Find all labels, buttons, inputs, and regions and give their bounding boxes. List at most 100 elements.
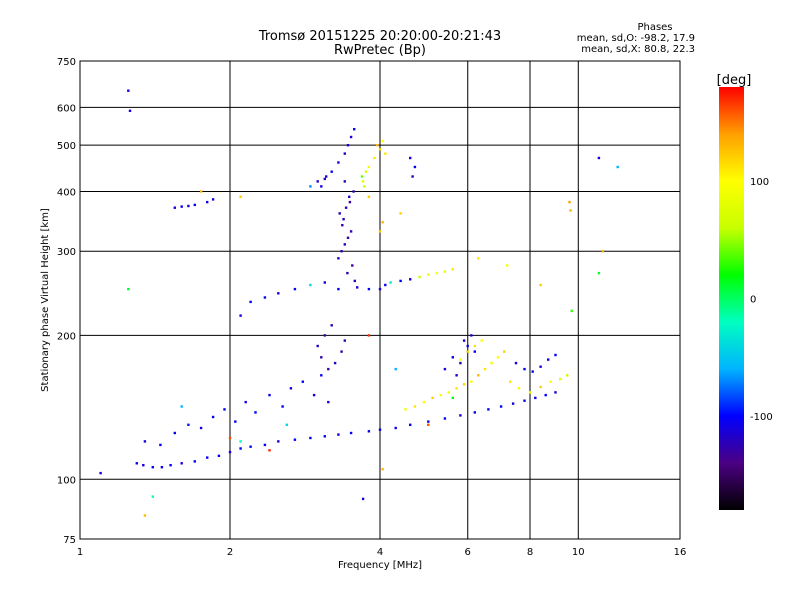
data-point	[143, 440, 147, 443]
data-point	[566, 374, 569, 377]
data-point	[349, 230, 353, 233]
data-point	[346, 271, 349, 275]
data-point	[399, 279, 402, 283]
data-point	[337, 257, 340, 260]
data-point	[263, 296, 267, 299]
data-point	[570, 309, 573, 313]
data-point	[389, 281, 392, 284]
data-point	[309, 283, 312, 287]
data-point	[285, 423, 288, 426]
data-point	[352, 190, 355, 193]
data-point	[320, 185, 323, 188]
data-point	[142, 464, 145, 467]
data-point	[180, 405, 183, 408]
data-point	[349, 431, 353, 435]
data-point	[228, 450, 232, 454]
data-point	[409, 278, 412, 281]
data-point	[447, 391, 451, 394]
data-points	[99, 89, 619, 517]
data-point	[514, 361, 518, 365]
x-axis-label: Frequency [MHz]	[338, 560, 422, 571]
data-point	[239, 195, 242, 198]
x-tick-label: 8	[527, 547, 533, 558]
data-point	[597, 271, 601, 275]
x-tick-label: 10	[572, 547, 585, 558]
data-point	[323, 281, 326, 284]
data-point	[143, 514, 147, 517]
data-point	[356, 286, 359, 289]
data-point	[554, 391, 557, 394]
data-point	[340, 250, 343, 253]
y-tick-label: 600	[57, 103, 76, 114]
data-point	[399, 212, 402, 215]
y-tick-label: 200	[57, 331, 76, 342]
data-point	[206, 200, 209, 204]
data-point	[381, 139, 384, 143]
data-point	[367, 287, 371, 291]
data-point	[263, 443, 267, 447]
data-point	[422, 400, 426, 404]
y-tick-label: 400	[57, 187, 76, 198]
data-point	[443, 270, 447, 273]
grid-lines	[80, 61, 680, 539]
data-point	[333, 361, 337, 365]
data-point	[343, 152, 346, 155]
data-point	[367, 430, 371, 433]
data-point	[323, 334, 326, 337]
data-point	[523, 399, 526, 402]
data-point	[466, 350, 469, 353]
data-point	[360, 175, 364, 178]
data-point	[223, 408, 226, 411]
data-point	[348, 195, 351, 198]
colorbar-label: [deg]	[717, 73, 752, 88]
data-point	[193, 203, 196, 207]
chart-title: Tromsø 20151225 20:20:00-20:21:43	[258, 29, 501, 44]
data-point	[378, 287, 382, 291]
data-point	[431, 396, 434, 400]
data-point	[151, 495, 154, 498]
data-point	[531, 370, 534, 373]
data-point	[409, 423, 412, 426]
data-point	[509, 380, 512, 383]
chart-subtitle: RwPretec (Bp)	[334, 43, 426, 58]
data-point	[327, 400, 330, 404]
data-point	[477, 374, 480, 377]
data-point	[327, 367, 330, 371]
data-point	[378, 148, 382, 151]
data-point	[394, 367, 397, 371]
data-point	[462, 339, 466, 342]
data-point	[376, 144, 379, 147]
data-point	[199, 426, 203, 430]
y-tick-label: 300	[57, 247, 76, 258]
data-point	[193, 460, 196, 463]
data-point	[323, 435, 326, 438]
data-point	[413, 165, 417, 169]
data-point	[404, 408, 407, 411]
data-point	[496, 356, 500, 359]
data-point	[293, 287, 297, 291]
data-point	[384, 283, 387, 287]
data-point	[330, 324, 333, 327]
data-point	[199, 190, 203, 193]
data-point	[169, 464, 172, 467]
x-tick-label: 6	[465, 547, 471, 558]
data-point	[378, 230, 382, 233]
data-point	[320, 374, 323, 377]
data-point	[211, 198, 215, 201]
y-tick-label: 100	[57, 475, 76, 486]
data-point	[539, 365, 542, 368]
data-point	[151, 466, 154, 469]
data-point	[249, 445, 252, 448]
data-point	[413, 405, 417, 408]
data-point	[173, 431, 176, 435]
data-point	[341, 224, 344, 227]
data-point	[289, 387, 293, 390]
data-point	[173, 206, 176, 209]
data-point	[528, 391, 532, 394]
data-point	[499, 405, 503, 408]
data-point	[511, 402, 515, 405]
data-point	[364, 170, 368, 173]
data-point	[547, 358, 550, 361]
data-point	[268, 449, 271, 452]
